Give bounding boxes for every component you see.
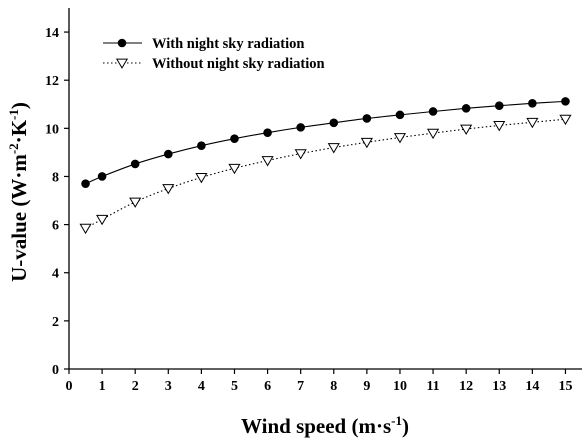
y-axis: 0 2 4 6 8 10 12 14: [45, 26, 69, 378]
legend-label: Without night sky radiation: [152, 56, 325, 72]
y-axis-title: U-value (W·m-2·K-1): [6, 102, 31, 282]
series-2-point: [327, 143, 340, 154]
series-1-point: [97, 172, 107, 181]
x-tick-label: 15: [558, 379, 572, 394]
x-tick-label: 11: [426, 379, 439, 394]
series-1-point: [528, 99, 537, 108]
series-2-point: [493, 121, 506, 132]
series-2-point: [460, 124, 473, 135]
x-axis-title: Wind speed (m·s-1): [241, 413, 409, 438]
y-tick-label: 14: [45, 26, 59, 41]
series-2-point: [426, 128, 440, 140]
y-tick-label: 10: [45, 122, 59, 137]
y-tick-label: 0: [52, 363, 59, 378]
x-tick-label: 8: [330, 379, 337, 394]
series-1-point: [362, 114, 372, 123]
series-2-point: [195, 173, 208, 184]
series-1-point: [461, 104, 471, 113]
x-tick-label: 7: [297, 379, 304, 394]
series-2-point: [360, 137, 373, 149]
series-1-line: [85, 100, 566, 185]
series-1-point: [130, 159, 140, 169]
series-2-point: [526, 117, 539, 129]
y-tick-label: 2: [52, 315, 59, 330]
series-1-point: [329, 118, 339, 128]
y-tick-label: 6: [52, 219, 59, 234]
series-1-point: [81, 179, 90, 188]
series-2-point: [559, 114, 572, 126]
series-1-point: [494, 101, 504, 111]
series-1-point: [561, 97, 570, 106]
series-2-point: [96, 214, 109, 226]
x-tick-label: 10: [393, 379, 407, 394]
series-2-point: [129, 197, 142, 208]
plot-frame: [68, 8, 582, 370]
series-1-point: [428, 107, 438, 116]
x-tick-label: 2: [132, 379, 139, 394]
x-tick-label: 0: [66, 379, 73, 394]
series-1-point: [263, 128, 272, 137]
y-tick-label: 4: [52, 267, 59, 282]
series-1-point: [395, 110, 405, 120]
x-tick-label: 4: [198, 379, 205, 394]
series-1-point: [163, 149, 173, 159]
x-tick-label: 1: [99, 379, 106, 394]
x-tick-label: 12: [459, 379, 473, 394]
series-2-point: [228, 163, 241, 175]
y-tick-label: 12: [45, 74, 59, 89]
x-tick-label: 3: [165, 379, 172, 394]
legend-marker: [117, 38, 127, 48]
x-tick-label: 6: [264, 379, 271, 394]
series-1-point: [197, 141, 206, 150]
series-2-line: [85, 118, 566, 229]
legend-label: With night sky radiation: [152, 36, 304, 52]
series-2-point: [261, 156, 274, 167]
series-2-point: [79, 223, 92, 235]
series-2: [79, 114, 572, 235]
series-1-point: [296, 123, 305, 132]
x-tick-label: 5: [231, 379, 238, 394]
series-1-point: [230, 134, 239, 143]
series-2-point: [294, 149, 307, 160]
series-layer: [79, 97, 572, 235]
x-tick-label: 13: [492, 379, 506, 394]
legend-marker: [115, 58, 129, 69]
legend: With night sky radiation Without night sk…: [103, 36, 325, 72]
x-axis: 0 1 2 3 4 5 6 7 8 9 10 11 12 13 14 15: [66, 369, 572, 394]
x-tick-label: 9: [363, 379, 370, 394]
series-2-point: [162, 184, 175, 195]
series-1: [81, 97, 570, 188]
x-tick-label: 14: [525, 379, 539, 394]
y-tick-label: 8: [52, 170, 59, 185]
series-2-point: [393, 133, 407, 144]
